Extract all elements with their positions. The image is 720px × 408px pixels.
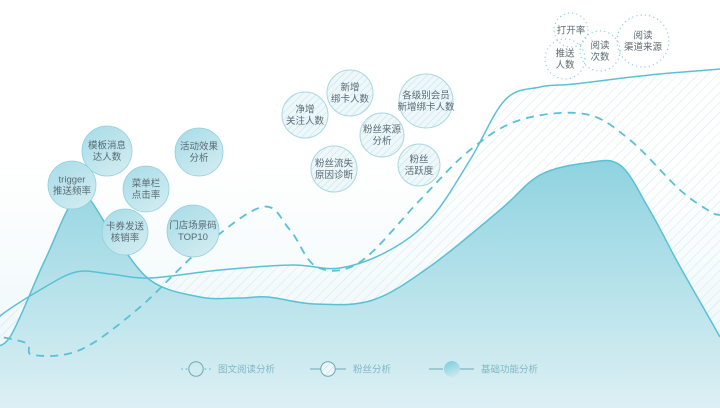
svg-text:次数: 次数 bbox=[590, 51, 610, 63]
svg-text:卡券发送: 卡券发送 bbox=[106, 221, 145, 233]
svg-text:推送: 推送 bbox=[555, 48, 575, 60]
svg-text:原因诊断: 原因诊断 bbox=[315, 169, 354, 181]
svg-text:TOP10: TOP10 bbox=[178, 232, 208, 243]
svg-text:门店场景码: 门店场景码 bbox=[169, 220, 217, 232]
svg-text:新增: 新增 bbox=[340, 82, 359, 94]
svg-text:点击率: 点击率 bbox=[132, 189, 161, 201]
svg-text:粉丝流失: 粉丝流失 bbox=[315, 158, 354, 170]
svg-text:活动效果: 活动效果 bbox=[180, 141, 219, 153]
svg-text:活跃度: 活跃度 bbox=[405, 165, 434, 177]
svg-text:渠道来源: 渠道来源 bbox=[624, 41, 663, 53]
svg-text:达人数: 达人数 bbox=[93, 151, 122, 163]
svg-text:打开率: 打开率 bbox=[557, 24, 586, 36]
svg-text:图文阅读分析: 图文阅读分析 bbox=[218, 363, 276, 375]
svg-text:推送频率: 推送频率 bbox=[53, 185, 92, 197]
svg-text:关注人数: 关注人数 bbox=[286, 115, 325, 127]
svg-text:核销率: 核销率 bbox=[111, 232, 140, 244]
svg-text:trigger: trigger bbox=[59, 175, 86, 186]
svg-text:阅读: 阅读 bbox=[633, 30, 653, 42]
svg-text:净增: 净增 bbox=[295, 104, 314, 116]
svg-text:菜单栏: 菜单栏 bbox=[132, 178, 161, 190]
svg-text:分析: 分析 bbox=[189, 152, 209, 164]
svg-text:粉丝来源: 粉丝来源 bbox=[363, 124, 402, 136]
svg-text:阅读: 阅读 bbox=[590, 40, 610, 52]
svg-text:各级别会员: 各级别会员 bbox=[402, 90, 450, 102]
svg-text:绑卡人数: 绑卡人数 bbox=[331, 93, 370, 105]
svg-text:模板消息: 模板消息 bbox=[88, 140, 126, 152]
svg-text:分析: 分析 bbox=[372, 135, 392, 147]
svg-text:基础功能分析: 基础功能分析 bbox=[481, 363, 539, 375]
svg-text:粉丝: 粉丝 bbox=[409, 154, 428, 166]
svg-text:新增绑卡人数: 新增绑卡人数 bbox=[397, 101, 455, 113]
svg-text:人数: 人数 bbox=[555, 59, 575, 71]
svg-text:粉丝分析: 粉丝分析 bbox=[353, 363, 392, 375]
